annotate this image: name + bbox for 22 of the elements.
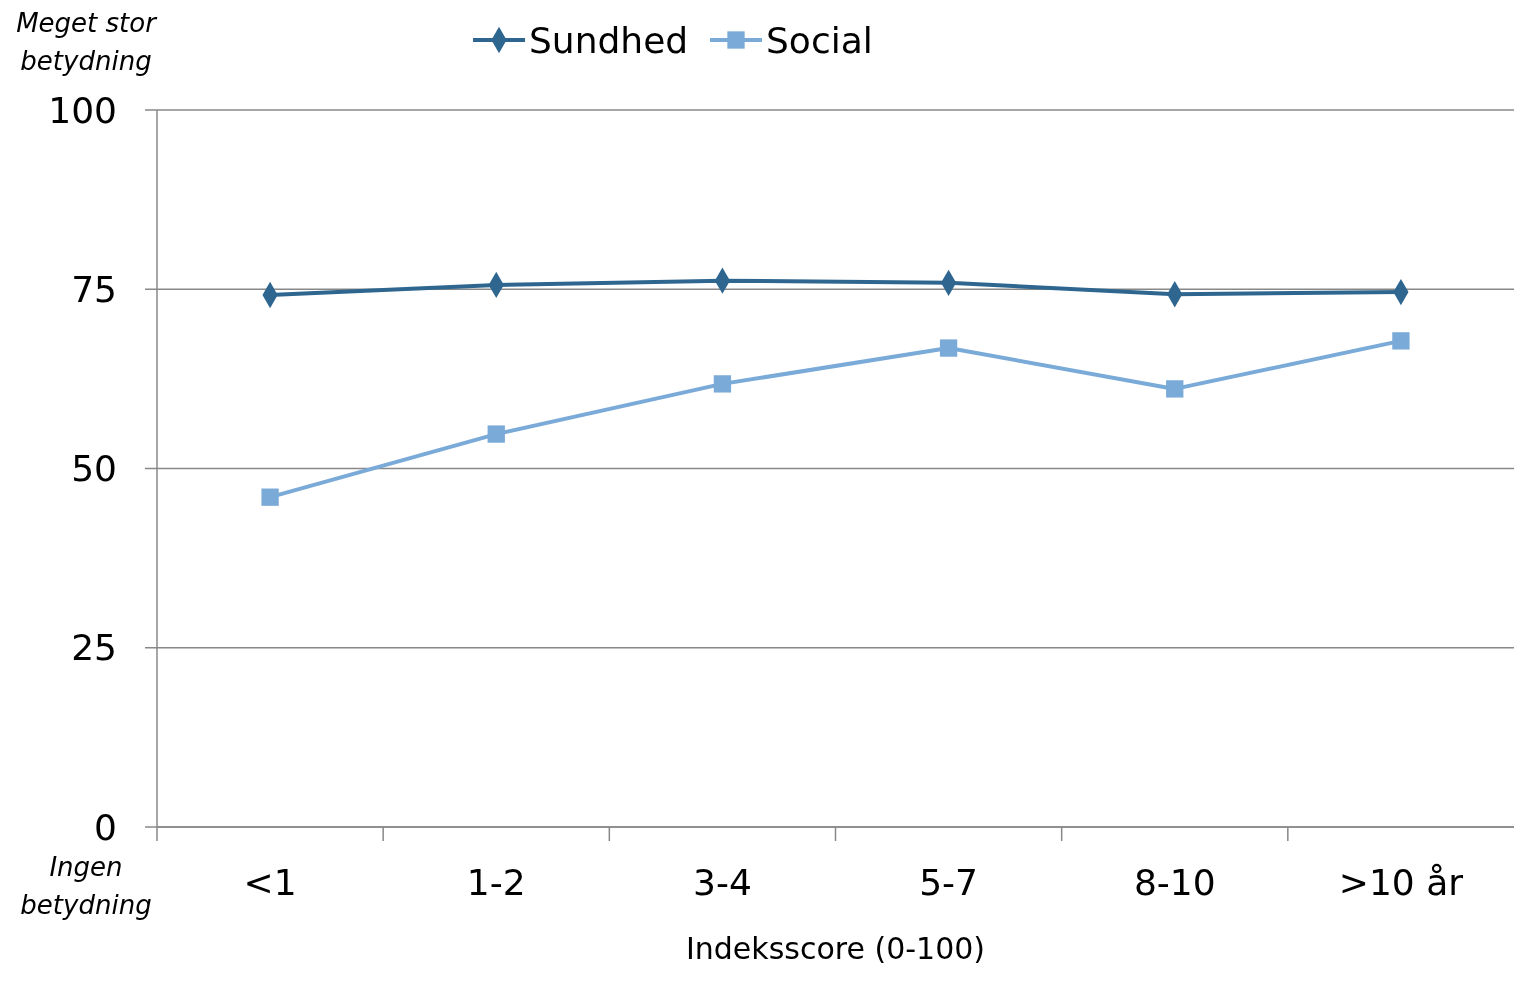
y-tick-label: 25 xyxy=(71,627,117,669)
y-tick-label: 0 xyxy=(94,806,117,848)
legend-label: Social xyxy=(766,19,873,61)
text: Meget stor betydning xyxy=(16,8,159,76)
y-tick-label: 75 xyxy=(71,268,117,310)
point xyxy=(1166,380,1184,398)
x-tick-label: 3-4 xyxy=(693,861,752,903)
point xyxy=(1392,332,1410,350)
legend-label: Sundhed xyxy=(529,19,689,61)
x-tick-label: 1-2 xyxy=(466,861,526,903)
point xyxy=(487,425,505,443)
point xyxy=(713,375,732,393)
y-tick-label: 50 xyxy=(71,448,117,489)
x-tick-label: 8-10 xyxy=(1133,861,1216,903)
x-tick-label: <1 xyxy=(243,861,297,903)
x-tick-label: 5-7 xyxy=(919,861,978,903)
point xyxy=(939,339,958,357)
point xyxy=(261,488,279,506)
text: Ingen betydning xyxy=(20,852,152,920)
y-tick-label: 100 xyxy=(48,89,117,131)
x-axis-title: Indeksscore (0-100) xyxy=(685,931,986,966)
x-tick-label: >10 år xyxy=(1338,861,1464,903)
